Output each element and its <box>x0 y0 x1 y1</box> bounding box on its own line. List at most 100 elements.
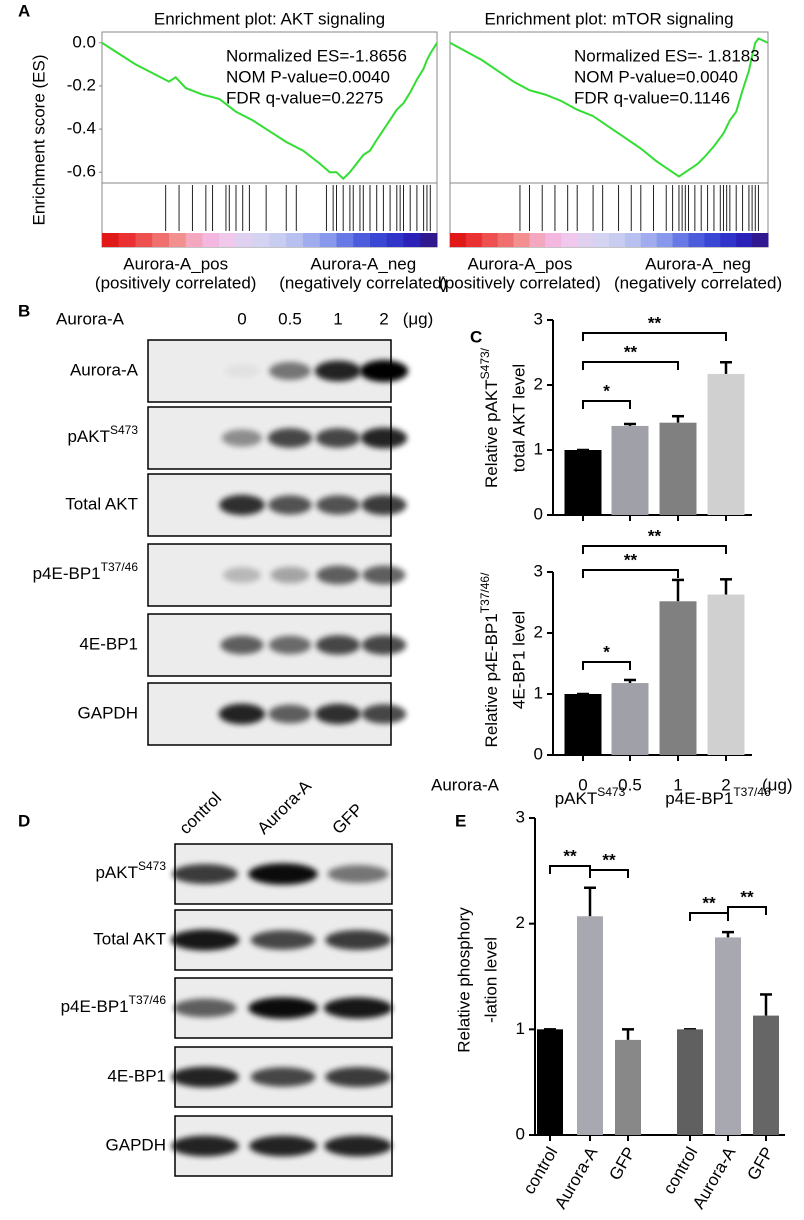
color-bar <box>672 233 689 247</box>
color-bar <box>640 233 658 247</box>
blot-band <box>360 427 408 449</box>
neg-label: Aurora-A_neg <box>645 254 751 273</box>
blot-band <box>173 998 237 1018</box>
blot-band <box>248 863 318 885</box>
significance-label: ** <box>648 526 662 545</box>
x-tick-label: GFP <box>743 1144 777 1184</box>
significance-label: ** <box>602 850 616 869</box>
blot-band <box>268 635 312 655</box>
y-axis-label: Relative pAKTS473/ <box>478 347 501 488</box>
blot-row-label-sup: T37/46 <box>101 560 139 574</box>
lane-label: 1 <box>333 309 342 328</box>
significance-bracket <box>549 865 591 874</box>
blot-band <box>314 360 362 382</box>
annotation: FDR q-value=0.1146 <box>574 88 730 107</box>
blot-band <box>170 929 240 951</box>
panel-letter: A <box>18 1 30 20</box>
y-tick-label: 1 <box>516 1019 525 1038</box>
blot-band <box>172 864 238 884</box>
es-line <box>101 41 438 181</box>
significance-bracket <box>582 569 679 578</box>
group-title-sup: T37/46 <box>733 785 771 799</box>
color-bar <box>545 233 562 247</box>
significance-bracket <box>582 332 727 341</box>
blot-band <box>219 494 265 516</box>
blot-band <box>324 1135 392 1157</box>
blot-band <box>248 997 318 1019</box>
color-bar <box>465 233 483 247</box>
lane-label: 0 <box>237 309 246 328</box>
x-tick-label: control <box>659 1144 701 1198</box>
y-axis-label: Relative p4E-BP1T37/46/ <box>478 572 501 748</box>
y-tick-label: 3 <box>516 807 525 826</box>
panel-letter: D <box>18 811 30 830</box>
color-bar <box>102 233 120 247</box>
blot-band <box>315 428 361 448</box>
group-title: p4E-BP1T37/46 <box>665 785 771 808</box>
blot-row-label: GAPDH <box>106 1135 166 1154</box>
x-tick-label: GFP <box>605 1144 639 1184</box>
y-axis-label-main: Relative p4E-BP1 <box>482 613 501 747</box>
color-bar <box>481 233 499 247</box>
group-title-main: p4E-BP1 <box>665 789 733 808</box>
bar <box>611 425 649 515</box>
blot-row-label-main: p4E-BP1 <box>61 997 129 1016</box>
panel-letter: C <box>470 327 482 346</box>
y-tick-label: -0.2 <box>67 75 96 94</box>
color-bar <box>336 233 354 247</box>
pos-label: Aurora-A_pos <box>468 254 573 273</box>
color-bar <box>497 233 515 247</box>
significance-label: ** <box>624 550 638 569</box>
y-tick-label: 0 <box>534 504 543 523</box>
significance-label: ** <box>563 846 577 865</box>
blot-band <box>315 703 361 725</box>
color-bar <box>353 233 371 247</box>
neg-note: (negatively correlated) <box>279 273 447 292</box>
blot-row-label: 4E-BP1 <box>107 1066 166 1085</box>
x-tick-label: 2 <box>721 775 730 794</box>
panel-letter: E <box>455 811 466 830</box>
blot-band <box>267 428 313 448</box>
blot-band <box>249 1135 317 1157</box>
y-axis-label-sup: T37/46/ <box>478 572 492 613</box>
blot-band <box>327 865 389 883</box>
blot-row-label-sup: S473 <box>110 423 138 437</box>
bar <box>677 1029 703 1135</box>
y-axis-label: -lation level <box>481 937 500 1023</box>
blot-band <box>268 704 312 724</box>
y-tick-label: 1 <box>534 439 543 458</box>
significance-label: ** <box>648 313 662 332</box>
neg-label: Aurora-A_neg <box>310 254 416 273</box>
blot-band <box>323 997 393 1019</box>
pos-label: Aurora-A_pos <box>123 254 228 273</box>
blot-band <box>269 362 311 380</box>
y-tick-label: -0.4 <box>67 119 96 138</box>
blot-band <box>362 565 406 585</box>
color-bar <box>269 233 287 247</box>
bar <box>715 937 741 1135</box>
blot-row-label: pAKTS473 <box>67 423 138 446</box>
blot-row-label: pAKTS473 <box>95 859 166 882</box>
color-bar <box>252 233 270 247</box>
color-bar <box>688 233 705 247</box>
annotation: NOM P-value=0.0040 <box>574 67 738 86</box>
bar <box>659 601 697 755</box>
color-bar <box>593 233 610 247</box>
lane-label: GFP <box>329 800 367 838</box>
color-bar <box>370 233 388 247</box>
color-bar <box>286 233 304 247</box>
color-bar <box>403 233 421 247</box>
y-tick-label: 2 <box>516 913 525 932</box>
chart-title: Enrichment plot: mTOR signaling <box>484 9 733 28</box>
x-tick-label: control <box>519 1144 561 1198</box>
significance-bracket <box>582 545 727 554</box>
color-bar <box>529 233 546 247</box>
blot-row-label: p4E-BP1T37/46 <box>33 560 139 583</box>
y-axis-label: Relative phosphory <box>454 907 473 1053</box>
blot-band <box>222 567 262 583</box>
bar <box>615 1039 641 1135</box>
chart-title: Enrichment plot: AKT signaling <box>154 9 385 28</box>
significance-label: ** <box>702 893 716 912</box>
blot-band <box>221 429 263 447</box>
